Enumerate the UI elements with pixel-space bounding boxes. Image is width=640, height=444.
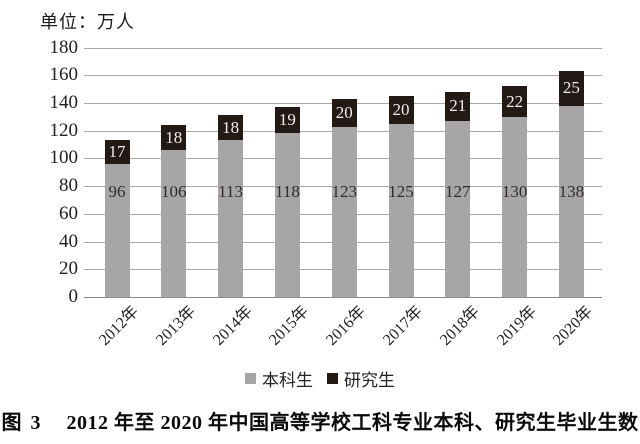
bar-value-label-undergrad: 130 <box>501 182 528 201</box>
y-tick-label: 60 <box>59 202 78 224</box>
bar-segment-undergrad <box>161 150 187 297</box>
bar-value-label-undergrad: 113 <box>218 182 244 201</box>
bar-segment-undergrad <box>104 163 130 297</box>
bar-segment-grad <box>388 96 414 124</box>
bar-value-label-undergrad: 123 <box>331 182 357 201</box>
bar-value-label-undergrad: 138 <box>558 182 585 201</box>
legend-label-grad: 研究生 <box>344 371 395 390</box>
y-tick-label: 180 <box>49 36 79 58</box>
x-tick-label: 2020年 <box>550 303 597 349</box>
bar-segment-grad <box>104 140 130 164</box>
bar-value-label-undergrad: 127 <box>445 182 471 201</box>
bar-value-label-undergrad: 106 <box>161 182 187 201</box>
figure-caption-number: 图 3 <box>1 412 43 434</box>
legend-swatch-undergrad <box>245 373 256 384</box>
bar-value-label-grad: 21 <box>449 96 467 116</box>
y-tick-label: 100 <box>49 147 79 169</box>
bar-segment-undergrad <box>274 133 300 297</box>
bar-segment-grad <box>161 125 187 151</box>
figure-caption: 图 3 2012 年至 2020 年中国高等学校工科专业本科、研究生毕业生数 <box>0 406 640 435</box>
bar-value-label-undergrad: 125 <box>388 182 414 201</box>
bar-segment-grad <box>445 91 471 121</box>
legend-swatch-grad <box>327 373 338 384</box>
x-tick-label: 2013年 <box>152 303 199 349</box>
y-tick-label: 40 <box>59 230 78 252</box>
gridline <box>84 47 602 49</box>
bar-value-label-grad: 20 <box>335 102 353 122</box>
x-tick-label: 2014年 <box>209 303 256 349</box>
bar-segment-undergrad <box>558 105 584 297</box>
bar-segment-grad <box>558 71 584 106</box>
x-tick-label: 2017年 <box>380 303 427 349</box>
bar-value-label-grad: 18 <box>222 117 240 137</box>
y-tick-label: 140 <box>49 91 79 113</box>
bar-value-label-grad: 25 <box>562 78 580 98</box>
bar-value-label-grad: 20 <box>392 99 410 119</box>
legend-item-undergrad: 本科生 <box>245 366 313 391</box>
bar-value-label-grad: 17 <box>108 142 126 162</box>
unit-label: 单位：万人 <box>40 12 135 32</box>
bar-value-label-grad: 18 <box>165 127 183 147</box>
y-tick-label: 0 <box>68 286 79 307</box>
bar-value-label-grad: 19 <box>278 110 296 130</box>
y-tick-label: 80 <box>59 175 78 197</box>
bar-segment-undergrad <box>218 140 244 297</box>
y-tick-label: 120 <box>49 119 79 141</box>
bar-value-label-undergrad: 96 <box>108 182 126 201</box>
legend: 本科生 研究生 <box>0 366 640 391</box>
x-tick-label: 2018年 <box>436 303 483 349</box>
legend-label-undergrad: 本科生 <box>262 371 313 390</box>
x-tick-label: 2012年 <box>96 303 143 349</box>
y-tick-label: 20 <box>59 258 78 280</box>
bar-segment-grad <box>218 115 244 141</box>
legend-item-grad: 研究生 <box>327 366 395 391</box>
figure-caption-text: 2012 年至 2020 年中国高等学校工科专业本科、研究生毕业生数 <box>66 412 639 434</box>
x-axis-line <box>84 297 602 298</box>
bar-segment-grad <box>502 86 528 117</box>
bar-segment-undergrad <box>445 120 471 297</box>
x-tick-label: 2015年 <box>266 303 313 349</box>
bar-value-label-grad: 22 <box>506 91 524 111</box>
x-tick-label: 2016年 <box>323 303 370 349</box>
bar-segment-undergrad <box>331 126 357 297</box>
gridline <box>84 75 602 77</box>
y-tick-label: 160 <box>49 64 79 86</box>
bar-value-label-undergrad: 118 <box>274 182 300 201</box>
bar-segment-grad <box>274 107 300 134</box>
bar-segment-grad <box>331 98 357 127</box>
bar-segment-undergrad <box>388 123 414 297</box>
x-tick-label: 2019年 <box>493 303 540 349</box>
bar-segment-undergrad <box>502 116 528 297</box>
